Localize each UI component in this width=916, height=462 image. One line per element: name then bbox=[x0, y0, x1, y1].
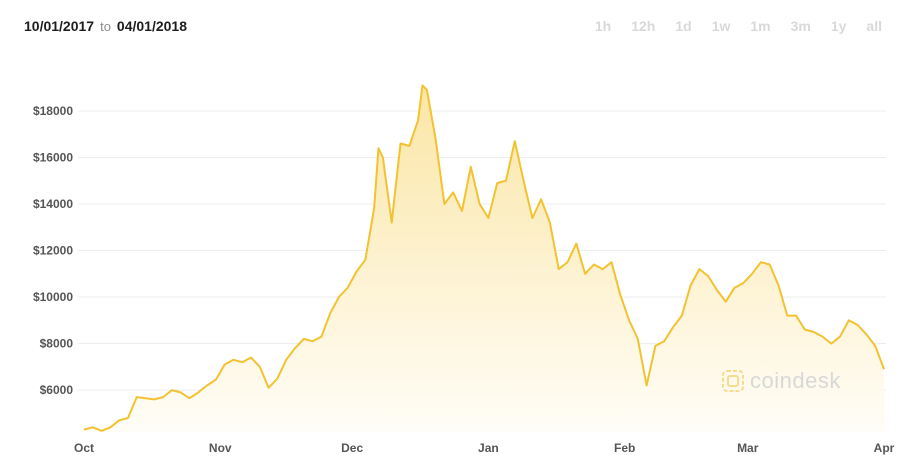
period-1d-button[interactable]: 1d bbox=[675, 18, 692, 34]
x-tick-label: Jan bbox=[478, 441, 499, 455]
period-all-button[interactable]: all bbox=[866, 18, 882, 34]
price-area-fill bbox=[84, 85, 884, 433]
x-tick-label: Feb bbox=[614, 441, 635, 455]
period-1w-button[interactable]: 1w bbox=[711, 18, 731, 34]
y-tick-label: $8000 bbox=[40, 337, 74, 351]
y-tick-label: $16000 bbox=[33, 150, 73, 164]
y-tick-label: $6000 bbox=[40, 383, 74, 397]
x-tick-label: Oct bbox=[74, 441, 94, 455]
period-3m-button[interactable]: 3m bbox=[790, 18, 811, 34]
coindesk-watermark: coindesk bbox=[722, 368, 841, 394]
x-tick-label: Mar bbox=[737, 441, 759, 455]
x-tick-label: Apr bbox=[874, 441, 895, 455]
y-tick-label: $10000 bbox=[33, 290, 73, 304]
y-tick-label: $14000 bbox=[33, 197, 73, 211]
period-1y-button[interactable]: 1y bbox=[830, 18, 847, 34]
y-tick-label: $18000 bbox=[33, 104, 73, 118]
y-tick-label: $12000 bbox=[33, 244, 73, 258]
period-12h-button[interactable]: 12h bbox=[631, 18, 656, 34]
x-axis: Oct Nov Dec Jan Feb Mar Apr bbox=[74, 441, 895, 455]
watermark-text: coindesk bbox=[750, 368, 841, 393]
period-selector: 1h 12h 1d 1w 1m 3m 1y all bbox=[575, 18, 882, 34]
y-axis: $6000 $8000 $10000 $12000 $14000 $16000 $18000 bbox=[33, 104, 73, 397]
end-date[interactable]: 04/01/2018 bbox=[116, 18, 187, 34]
x-tick-label: Dec bbox=[341, 441, 363, 455]
date-range: 10/01/2017 to 04/01/2018 bbox=[24, 18, 187, 34]
price-line bbox=[83, 84, 885, 432]
start-date[interactable]: 10/01/2017 bbox=[24, 18, 95, 34]
coindesk-logo-icon bbox=[722, 370, 744, 392]
to-label: to bbox=[100, 19, 111, 34]
x-tick-label: Nov bbox=[209, 441, 232, 455]
period-1m-button[interactable]: 1m bbox=[750, 18, 771, 34]
period-1h-button[interactable]: 1h bbox=[594, 18, 612, 34]
